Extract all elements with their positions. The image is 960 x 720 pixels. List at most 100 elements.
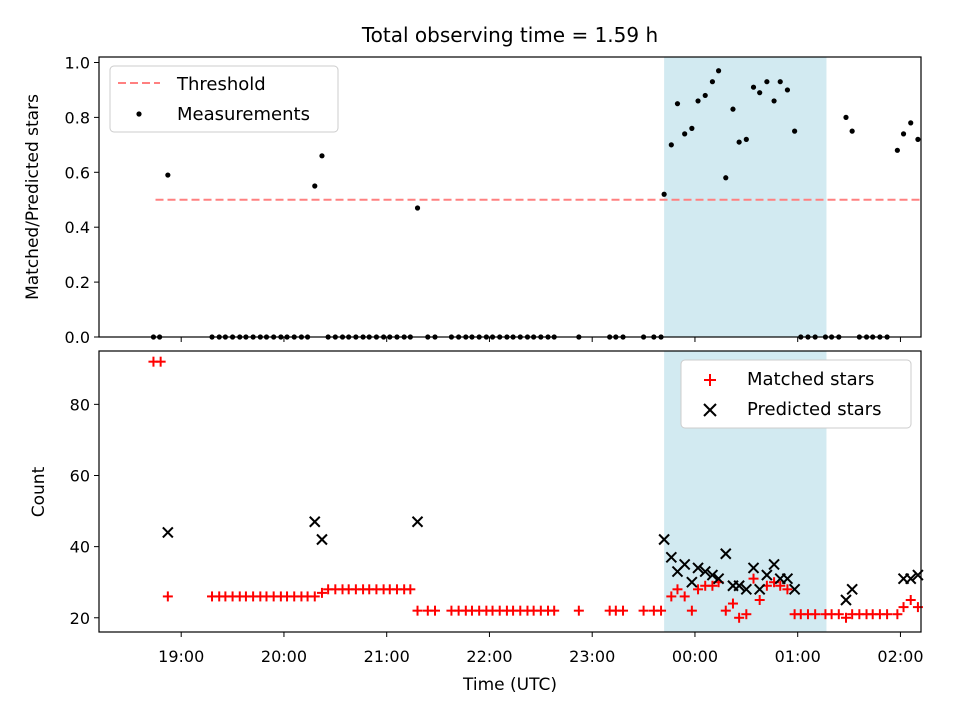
predicted-point [699,565,711,578]
matched-point [833,609,844,620]
predicted-point [781,572,794,585]
measurement-point [900,131,907,137]
matched-point [882,609,893,620]
y-tick-label: 20 [70,609,90,628]
matched-point [573,605,584,616]
measurement-point [757,90,763,96]
bottom-panel: 20 40 60 80 19:00 20:00 21:00 22:00 23:00 00:00 0… [29,350,924,695]
matched-point [412,605,423,616]
top-legend: Threshold Measurements [109,65,339,133]
matched-point [672,584,683,595]
measurement-point [908,120,914,126]
x-tick-label: 23:00 [569,647,615,666]
legend-predicted-label: Predicted stars [747,399,881,420]
measurement-point [702,92,708,99]
matched-point [892,609,903,620]
measurement-point [764,79,770,85]
figure-title: Total observing time = 1.59 h [361,23,658,47]
predicted-point [788,583,801,596]
matched-point [155,356,166,367]
predicted-point [665,551,678,564]
matched-point [316,587,327,598]
legend-threshold-label: Threshold [176,74,266,95]
y-tick-label: 0.8 [65,108,90,127]
predicted-point [411,516,424,528]
predicted-point [162,526,174,539]
measurement-point [723,175,729,181]
legend-measurements-swatch [136,111,142,117]
predicted-point [658,533,670,546]
matched-point [638,605,649,616]
predicted-point [678,558,691,571]
matched-point [693,584,704,595]
y-tick-label: 80 [70,395,90,414]
legend-matched-label: Matched stars [747,369,874,390]
measurement-point [682,131,688,137]
measurement-point [312,183,318,189]
measurement-point [915,136,921,142]
matched-point [405,584,416,595]
measurement-point [414,205,421,211]
matched-point [898,602,909,613]
y-tick-label: 60 [70,466,90,485]
predicted-point [706,569,719,581]
x-tick-label: 20:00 [261,647,307,666]
legend-measurements-label: Measurements [177,104,310,125]
matched-point [754,594,765,605]
matched-point [905,594,916,605]
predicted-point [740,583,753,596]
matched-point [162,591,173,602]
measurement-point [784,87,791,93]
measurement-point [736,139,742,145]
measurement-point [730,106,736,112]
x-tick-label: 19:00 [158,647,204,666]
measurement-point [849,128,855,134]
measurement-point [777,79,783,85]
y-tick-label: 1.0 [65,53,90,72]
matched-point [734,612,745,623]
measurement-point [715,68,722,74]
predicted-point [309,516,321,528]
measurement-point [743,136,749,142]
matched-point [679,591,690,602]
measurement-point [674,101,681,107]
measurement-point [689,125,695,131]
x-tick-label: 21:00 [364,647,410,666]
predicted-point [846,583,858,596]
measurement-point [661,191,667,197]
x-tick-label: 02:00 [877,647,923,666]
y-tick-label: 0.6 [65,163,90,182]
matched-point [727,598,738,609]
y-tick-label: 40 [70,538,90,557]
matched-point [618,605,629,616]
top-y-axis-label: Matched/Predicted stars [23,94,43,300]
measurement-point [792,128,798,134]
predicted-point [768,558,780,571]
matched-point [429,605,440,616]
predicted-point [686,576,698,588]
predicted-point [905,572,917,585]
matched-point [741,609,752,620]
legend-predicted-swatch [703,403,717,417]
bottom-legend: Matched stars Predicted stars [680,359,912,429]
matched-point [656,605,667,616]
matched-point [666,591,677,602]
matched-point [720,605,731,616]
x-tick-label: 00:00 [672,647,718,666]
matched-point [686,605,697,616]
predicted-point [720,548,732,560]
matched-point [782,584,793,595]
matched-point [775,580,786,591]
predicted-point [316,533,328,546]
measurement-point [750,84,757,90]
x-axis-label: Time (UTC) [462,675,557,695]
predicted-point [692,562,704,574]
matched-point [810,609,821,620]
matched-point [549,605,560,616]
measurement-point [771,98,777,104]
measurement-point [894,147,900,153]
bottom-y-axis-label: Count [29,466,49,517]
y-tick-label: 0.0 [65,328,90,347]
top-panel: 0.0 0.2 0.4 0.6 0.8 1.0 Matched/Predicted sta… [23,53,922,347]
